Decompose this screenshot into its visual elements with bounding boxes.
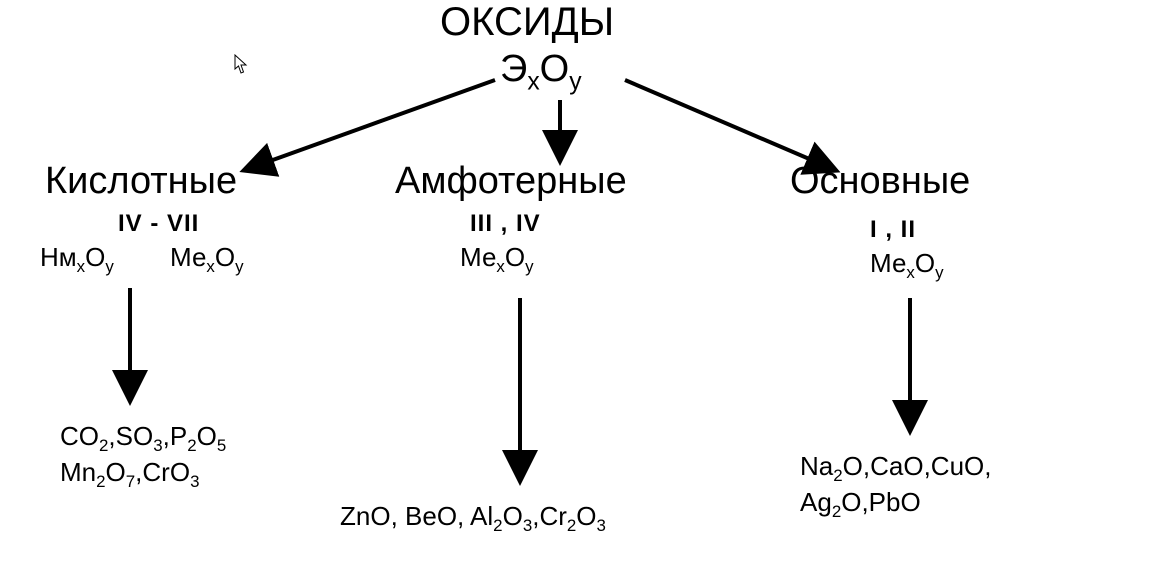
cursor-icon [234,54,248,74]
root-sub2: y [569,69,581,96]
branch-basic-oxidation: I , II [870,216,916,244]
root-base: Э [500,48,527,90]
branch-amphoteric-generic: МеxОy [460,242,534,277]
branch-acidic-generic-metal: МеxОy [170,242,244,277]
branch-amphoteric-label: Амфотерные [395,160,627,203]
root-sub1: x [527,69,539,96]
root-formula: ЭxОy [500,48,582,97]
branch-acidic-label: Кислотные [45,160,237,203]
branch-amphoteric-examples: ZnO, BeO, Al2O3,Cr2O3 [340,500,606,536]
branch-acidic-oxidation: IV - VII [118,210,199,238]
root-mid: О [540,48,570,90]
branch-acidic-generic-nonmetal: НмxОy [40,242,114,277]
branch-basic-generic: МеxОy [870,248,944,283]
branch-basic-label: Основные [790,160,970,203]
diagram-title: ОКСИДЫ [440,0,614,45]
arrow [625,80,835,170]
branch-amphoteric-oxidation: III , IV [470,210,541,238]
branch-acidic-examples: CO2,SO3,P2O5Mn2O7,CrO3 [60,420,226,493]
branch-basic-examples: Na2O,CaO,CuO,Ag2O,PbO [800,450,991,523]
arrow [245,80,495,170]
